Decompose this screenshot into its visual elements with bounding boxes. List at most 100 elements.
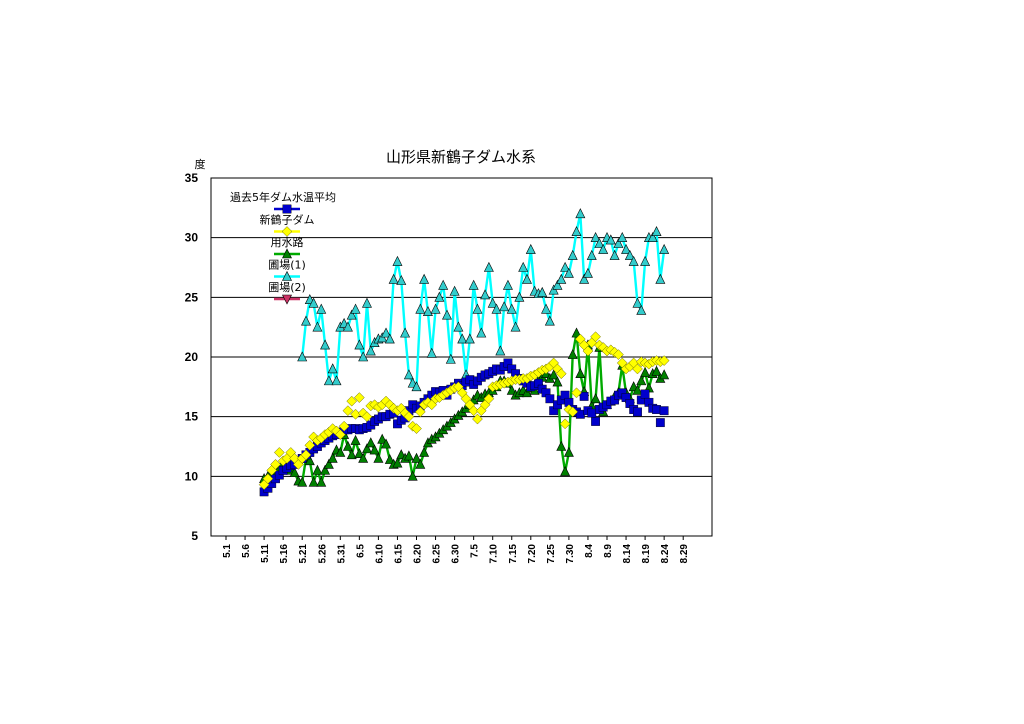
data-point [640,366,651,377]
data-point [552,376,563,387]
x-tick-label: 8.29 [679,544,690,564]
data-point [472,413,483,425]
data-point [640,255,651,266]
data-point [560,465,571,476]
data-point [537,286,548,297]
data-point [304,439,316,451]
data-point [582,345,594,357]
data-point [590,393,601,404]
y-tick-label: 25 [185,290,199,304]
data-point [579,391,589,401]
data-point [300,449,312,461]
y-axis-unit-label: 度 [195,157,206,171]
data-point [346,309,357,320]
data-point [270,459,281,470]
data-point [506,384,517,395]
data-point [400,327,411,338]
data-point [415,303,426,314]
data-point [655,273,666,284]
data-point [419,273,430,284]
data-point [350,303,361,314]
y-axis-ticks: 5 10 15 20 25 30 35 [185,171,199,543]
data-point [308,297,319,308]
data-point [358,351,369,362]
data-point [567,249,578,260]
data-point [361,443,372,454]
data-point [571,226,582,236]
data-point [563,446,574,457]
data-point [548,369,559,380]
data-point [563,267,574,278]
x-tick-label: 6.5 [355,544,366,558]
x-tick-label: 6.15 [393,544,404,564]
data-point [301,315,311,326]
x-tick-label: 6.20 [413,544,424,564]
x-tick-label: 6.10 [374,544,385,564]
data-point [487,297,498,308]
data-point [262,473,274,485]
data-point [323,375,334,386]
data-point [628,255,639,266]
data-point [571,327,582,338]
data-point [544,315,555,326]
legend-label: 圃場(1) [268,259,306,272]
x-tick-label: 5.11 [260,544,271,563]
series-3 [297,208,670,392]
legend-label: 過去5年ダム水温平均 [230,190,336,204]
legend-label: 圃場(2) [268,281,306,294]
data-point [571,387,582,399]
legend-marker [281,226,293,237]
data-point [617,231,628,242]
data-point [587,408,597,418]
data-point [510,321,521,332]
y-tick-label: 35 [185,171,199,185]
data-point [575,208,586,219]
data-point [651,365,662,376]
data-point [438,279,449,290]
data-point [384,453,395,464]
data-point [658,355,670,366]
y-tick-label: 30 [185,231,199,245]
data-point [476,327,487,338]
data-point [652,405,661,414]
data-point [594,237,605,248]
data-point [464,333,475,344]
data-point [636,375,647,386]
x-tick-label: 8.24 [660,544,671,564]
data-point [422,305,433,316]
data-point [633,407,642,417]
x-tick-label: 5.1 [222,544,233,558]
legend-marker [282,204,292,214]
data-point [403,369,414,380]
x-tick-label: 5.26 [317,544,328,564]
data-point [327,363,338,374]
data-point [590,331,601,343]
x-tick-label: 7.20 [527,544,538,564]
data-point [358,452,369,463]
data-point [613,349,624,360]
data-point [555,368,567,380]
data-point [575,368,586,379]
x-tick-label: 8.9 [603,544,614,558]
x-tick-label: 8.19 [641,544,652,564]
data-point [381,327,392,338]
data-point [434,291,445,302]
data-point [499,301,510,312]
data-point [430,303,441,314]
data-point [342,405,354,417]
data-point [632,384,643,395]
data-point [659,406,669,416]
data-point [659,369,670,380]
data-point [354,339,365,350]
data-point [381,438,392,449]
data-point [522,273,532,284]
data-point [579,273,590,284]
data-point [605,234,616,245]
y-tick-label: 15 [185,410,199,424]
data-point [556,273,567,284]
data-point [502,279,513,290]
data-point [567,406,579,418]
data-point [384,333,395,344]
y-tick-label: 10 [185,469,199,483]
